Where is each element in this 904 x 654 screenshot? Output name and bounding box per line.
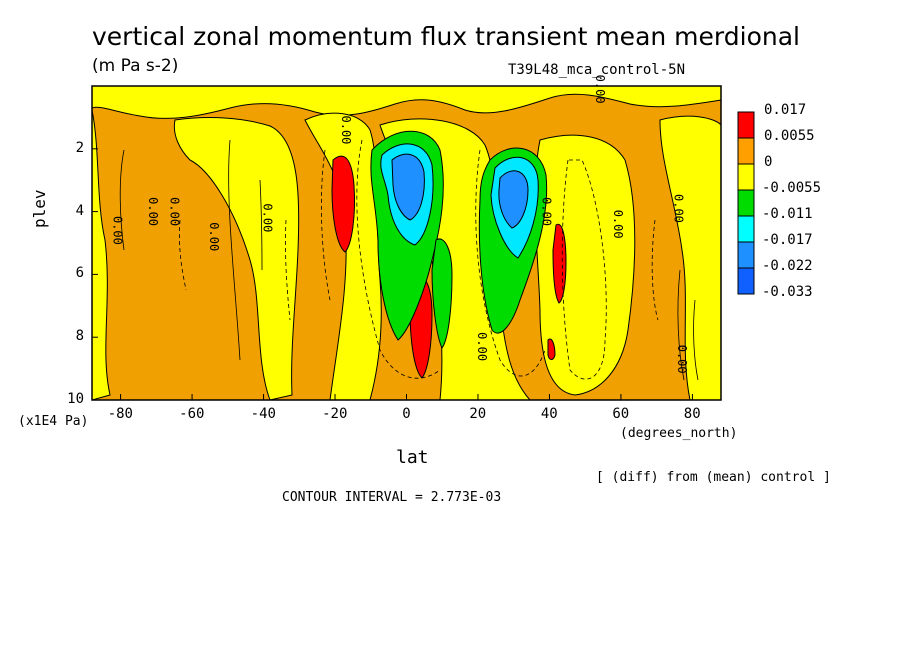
x-tick-label: -60 [179,406,205,422]
x-unit-label: (degrees_north) [620,426,738,441]
diff-note: [ (diff) from (mean) control ] [596,470,831,485]
contour-label: 0.00 [539,197,553,226]
contour-label: 0.00 [475,332,489,361]
contour-interval: CONTOUR INTERVAL = 2.773E-03 [282,490,502,505]
contour-label: 0.00 [168,197,182,226]
y-tick-label: 10 [67,391,84,407]
yellow-lobe-center-west [173,117,300,400]
colorbar-swatch [737,189,755,217]
contour-label: 0.00 [146,197,160,226]
contour-label: 0.00 [675,345,689,374]
contour-label: 0.00 [672,194,686,223]
colorbar-label: 0.017 [764,102,807,118]
colorbar-label: -0.033 [762,284,813,300]
colorbar-label: -0.022 [762,258,813,274]
contour-line [179,219,187,291]
contour-label: 0.00 [261,203,275,232]
colorbar-swatch [737,111,755,139]
x-tick-label: 0 [402,406,411,422]
colorbar-label: 0.0055 [764,128,815,144]
contour-line [561,159,607,380]
yellow-lobe-east [534,134,636,396]
colorbar [737,111,755,295]
x-tick-label: -40 [250,406,276,422]
red-region-west [331,155,355,253]
red-region-east-small [547,338,556,360]
contour-line [285,219,291,321]
x-tick-label: 60 [612,406,630,422]
y-tick-label: 8 [75,328,84,345]
colorbar-label: -0.011 [762,206,813,222]
contour-line [693,299,699,381]
colorbar-swatch [737,267,755,295]
contour-line [651,219,659,321]
blue-region-west [391,153,425,221]
run-label: T39L48_mca_control-5N [508,62,686,78]
contour-label: 0.00 [339,116,353,145]
y-tick-label: 2 [75,139,84,156]
chart-title: vertical zonal momentum flux transient m… [92,22,800,51]
x-tick-label: 20 [469,406,487,422]
colorbar-swatch [737,163,755,191]
red-region-east [552,223,567,304]
contour-label: 0.00 [207,222,221,251]
yellow-lobe-far-east [659,115,721,400]
contour-line [321,149,331,301]
x-tick-label: -80 [107,406,133,422]
colorbar-swatch [737,241,755,269]
blue-region-east [498,170,529,229]
x-tick-label: -20 [322,406,348,422]
contour-line [259,179,263,271]
contour-line [356,139,441,379]
contour-line [228,139,241,361]
y-tick-label: 4 [75,202,84,219]
yellow-lobe-west [92,109,111,400]
contour-label: 0.00 [593,75,607,104]
colorbar-swatch [737,137,755,165]
green-region-equator-small [431,238,453,349]
contour-label: 0.00 [611,210,625,239]
y-tick-label: 6 [75,265,84,282]
x-tick-label: 80 [683,406,701,422]
colorbar-label: -0.017 [762,232,813,248]
colorbar-label: 0 [764,154,773,170]
x-axis-label: lat [396,447,429,468]
yellow-band-top [92,86,721,119]
colorbar-swatch [737,215,755,243]
contour-field [92,86,721,400]
contour-labels: 0.00 0.00 0.00 0.00 0.00 0.00 0.00 0.00 0.00 0.00… [110,75,689,374]
colorbar-label: -0.0055 [762,180,822,196]
chart-units: (m Pa s-2) [92,56,179,76]
contour-line [119,149,125,251]
x-tick-label: 40 [540,406,558,422]
contour-line [677,269,685,381]
contour-label: 0.00 [110,216,124,245]
y-unit-label: (x1E4 Pa) [18,414,89,429]
axis-ticks [92,148,693,401]
contour-lines [119,139,699,381]
